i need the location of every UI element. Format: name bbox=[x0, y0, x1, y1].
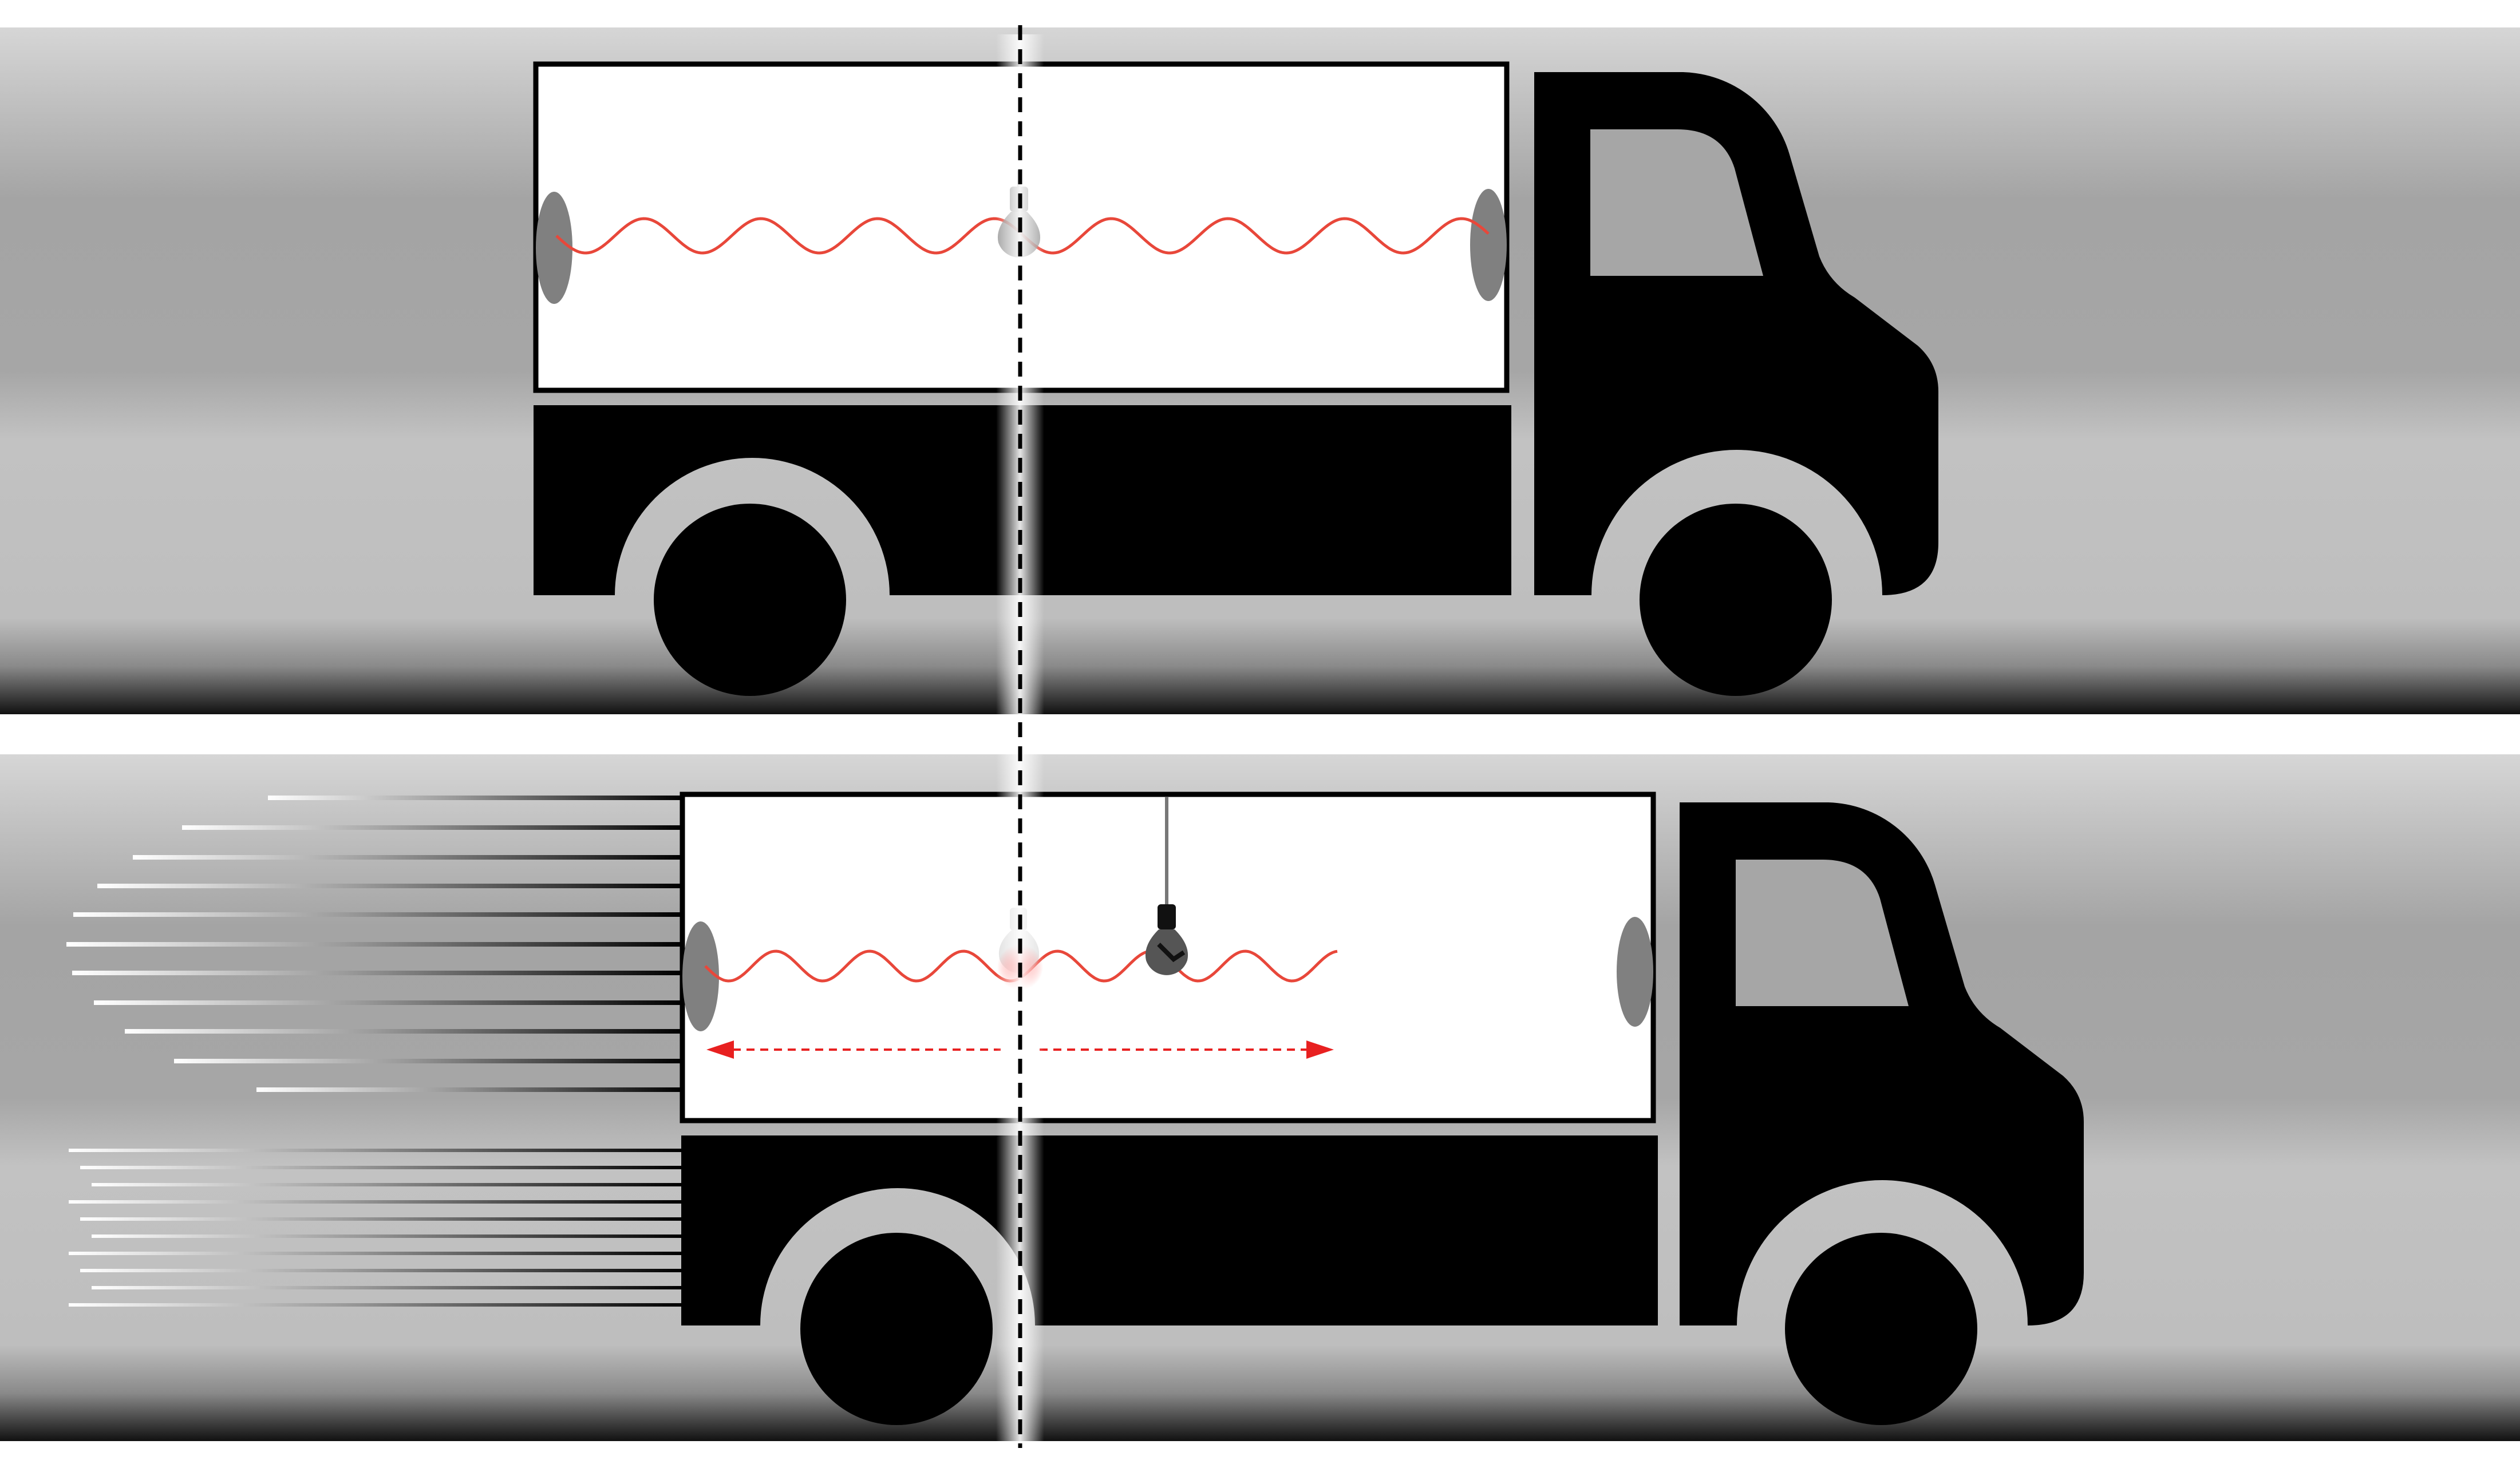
speed-line bbox=[174, 1059, 682, 1063]
speed-line bbox=[182, 825, 682, 830]
speed-line bbox=[73, 912, 682, 917]
speed-line bbox=[92, 1234, 682, 1238]
speed-line bbox=[97, 884, 682, 888]
right-motion-arrow bbox=[1040, 1040, 1334, 1059]
light-detector-icon bbox=[682, 921, 719, 1031]
speed-lines-icon bbox=[66, 796, 682, 1307]
speed-line bbox=[66, 942, 682, 947]
speed-line bbox=[80, 1166, 682, 1169]
lightbulb-icon bbox=[1145, 797, 1188, 975]
speed-line bbox=[256, 1087, 682, 1092]
speed-line bbox=[94, 1000, 682, 1005]
light-detector-icon bbox=[536, 192, 572, 304]
wheel-icon bbox=[654, 504, 846, 696]
speed-line bbox=[69, 1149, 682, 1152]
wheel-icon bbox=[800, 1233, 993, 1425]
wheel-icon bbox=[1640, 504, 1832, 696]
stationary-panel bbox=[0, 27, 2520, 714]
left-motion-arrow bbox=[706, 1040, 1001, 1059]
moving-panel bbox=[0, 754, 2520, 1441]
speed-line bbox=[69, 1252, 682, 1255]
speed-line bbox=[92, 1286, 682, 1289]
bottom-cab-window bbox=[1736, 860, 1909, 1006]
speed-line bbox=[69, 1200, 682, 1204]
speed-line bbox=[92, 1183, 682, 1186]
top-cab-window bbox=[1590, 129, 1763, 276]
speed-line bbox=[80, 1217, 682, 1221]
speed-line bbox=[80, 1269, 682, 1272]
speed-line bbox=[268, 796, 682, 800]
light-detector-icon bbox=[1470, 189, 1507, 301]
wheel-icon bbox=[1785, 1233, 1977, 1425]
speed-line bbox=[69, 1303, 682, 1307]
speed-line bbox=[125, 1029, 682, 1034]
reference-line bbox=[996, 25, 1044, 1448]
speed-line bbox=[133, 855, 682, 860]
speed-line bbox=[72, 971, 682, 975]
light-detector-icon bbox=[1617, 917, 1653, 1027]
bottom-truck-chassis bbox=[681, 1135, 1658, 1325]
